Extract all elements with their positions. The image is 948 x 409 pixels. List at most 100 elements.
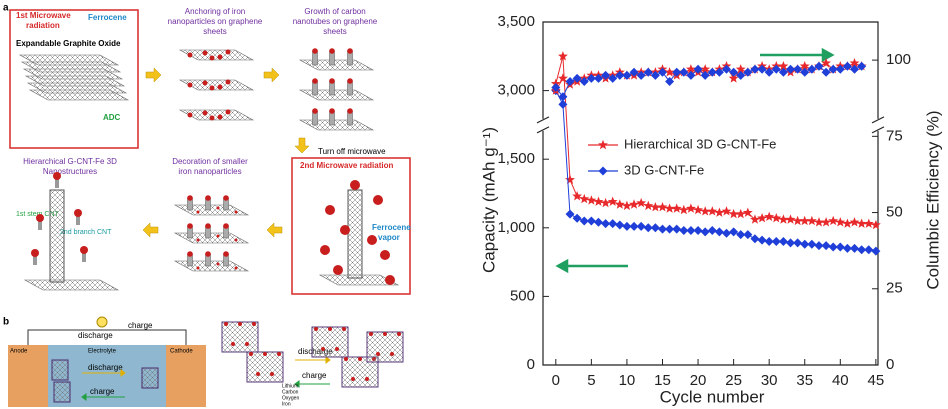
- diamond-marker: [566, 210, 575, 219]
- star-marker: [750, 214, 760, 223]
- nanoparticle: [277, 352, 281, 356]
- diamond-marker: [630, 222, 639, 231]
- star-marker: [786, 214, 796, 223]
- step-label: Decoration of smaller: [172, 157, 248, 166]
- star-marker: [672, 203, 682, 212]
- star-marker: [658, 202, 668, 211]
- nanoparticle: [329, 48, 335, 54]
- graphene-sheet: [30, 90, 128, 100]
- star-marker: [764, 212, 774, 221]
- nanoparticle: [210, 86, 215, 91]
- x-tick-label: 35: [796, 372, 813, 389]
- star-marker: [586, 195, 596, 204]
- diamond-marker: [580, 77, 589, 86]
- star-marker: [558, 73, 568, 82]
- diamond-marker: [857, 62, 866, 71]
- star-marker: [871, 220, 881, 229]
- star-marker: [821, 217, 831, 226]
- nanoparticle: [203, 111, 208, 116]
- diamond-marker: [715, 227, 724, 236]
- diamond-marker: [558, 92, 567, 101]
- star-marker: [601, 73, 611, 82]
- nanoparticle: [187, 251, 193, 257]
- star-marker: [828, 64, 838, 73]
- x-tick-label: 15: [654, 372, 671, 389]
- nanoparticle: [235, 267, 238, 270]
- nanoparticle: [205, 251, 211, 257]
- nanoparticle: [383, 332, 387, 336]
- diamond-marker: [637, 222, 646, 231]
- star-marker: [786, 67, 796, 76]
- star-marker: [650, 67, 660, 76]
- star-marker: [579, 73, 589, 82]
- star-marker: [572, 191, 582, 201]
- star-marker: [771, 213, 781, 222]
- nanoparticle: [321, 347, 325, 351]
- nanoparticle: [188, 113, 193, 118]
- nanoparticle: [329, 108, 335, 114]
- diamond-marker: [686, 226, 695, 235]
- diamond-marker: [829, 65, 838, 74]
- diamond-marker: [836, 65, 845, 74]
- diamond-marker: [786, 238, 795, 247]
- star-marker: [864, 219, 874, 228]
- diamond-marker: [658, 225, 667, 234]
- diamond-marker: [814, 241, 823, 250]
- nanoparticle: [325, 205, 335, 215]
- nanoparticle: [31, 249, 39, 257]
- diamond-marker: [864, 245, 873, 254]
- nanoparticle: [256, 372, 260, 376]
- diamond-marker: [743, 68, 752, 77]
- nanoparticle: [217, 207, 220, 210]
- nanoparticle: [329, 78, 335, 84]
- label: discharge: [88, 363, 123, 372]
- nanoparticle: [217, 235, 220, 238]
- star-marker: [665, 203, 675, 212]
- process-arrow: [146, 68, 161, 82]
- star-marker: [807, 64, 817, 73]
- arrow: [295, 381, 330, 387]
- axis-break: [537, 117, 884, 133]
- star-marker: [615, 67, 625, 76]
- star-marker: [714, 64, 724, 73]
- star-marker: [594, 197, 604, 206]
- electrode-particle: [52, 360, 68, 380]
- star-marker: [835, 61, 845, 70]
- star-marker: [615, 199, 625, 208]
- diamond-marker: [651, 71, 660, 80]
- diamond-marker: [679, 68, 688, 77]
- nanoparticle: [218, 85, 223, 90]
- series-line: [556, 56, 876, 225]
- nanoparticle: [188, 53, 193, 58]
- diamond-marker: [694, 65, 703, 74]
- nanoparticle: [226, 50, 231, 55]
- diamond-marker: [558, 100, 567, 109]
- graphene-sheet: [175, 233, 248, 243]
- star-marker: [565, 175, 575, 184]
- diamond-marker: [850, 65, 859, 74]
- x-tick-label: 45: [868, 372, 885, 389]
- nanoparticle: [320, 245, 330, 255]
- nanoparticle: [224, 322, 228, 326]
- star-marker: [779, 214, 789, 223]
- label: ADC: [103, 113, 121, 122]
- step-label: radiation: [26, 21, 60, 30]
- diamond-marker: [672, 225, 681, 234]
- diamond-marker: [779, 68, 788, 77]
- star-marker: [686, 203, 696, 212]
- star-marker: [594, 70, 604, 79]
- star-marker: [814, 217, 824, 226]
- star-marker: [629, 199, 639, 208]
- nanoparticle: [328, 327, 332, 331]
- nanoparticle: [226, 80, 231, 85]
- x-tick-label: 10: [619, 372, 636, 389]
- graphene-sheet: [300, 60, 373, 70]
- nanoparticle: [74, 209, 82, 217]
- panel-label: b: [3, 317, 9, 328]
- nanoparticle: [218, 55, 223, 60]
- nanoparticle: [210, 56, 215, 61]
- process-arrow: [267, 223, 282, 237]
- diamond-marker: [573, 214, 582, 223]
- star-marker: [714, 208, 724, 217]
- diamond-marker: [622, 71, 631, 80]
